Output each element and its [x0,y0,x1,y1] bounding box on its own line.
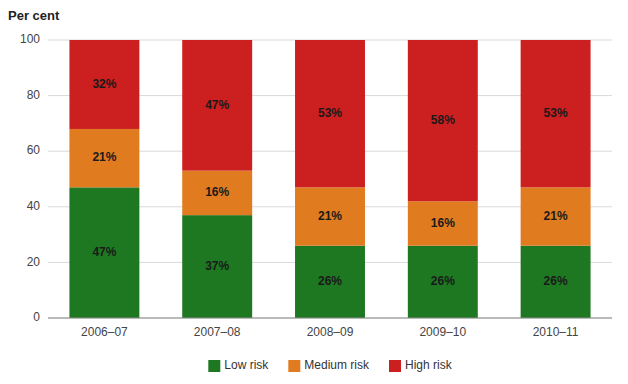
data-label: 26% [431,274,455,288]
y-tick-label: 80 [27,88,41,102]
data-label: 16% [431,216,455,230]
data-label: 47% [205,98,229,112]
bar-segment [521,246,591,318]
chart-svg: 0 20 40 60 80 100 Per cent 47% 37% 26% 26% 26% 21% 16… [0,0,628,384]
bars [69,40,590,318]
bar-segment [408,40,478,201]
y-tick-label: 0 [33,310,40,324]
legend-label: High risk [405,358,453,372]
bar-segment [69,187,139,318]
y-tick-label: 40 [27,199,41,213]
bar-segment [69,40,139,129]
bar-segment [182,171,252,215]
x-tick-label: 2007–08 [194,325,241,339]
data-label: 26% [544,274,568,288]
data-label: 21% [318,209,342,223]
data-label: 16% [205,185,229,199]
bar-segment [295,246,365,318]
legend-swatch [389,360,401,372]
data-label: 58% [431,113,455,127]
grid-line [48,318,612,319]
data-label: 47% [92,245,116,259]
legend-label: Low risk [224,358,269,372]
data-label: 53% [318,106,342,120]
data-label: 21% [92,150,116,164]
x-tick-label: 2006–07 [81,325,128,339]
y-tick-label: 100 [20,32,40,46]
bar-segment [182,40,252,171]
legend: Low risk Medium risk High risk [208,358,452,372]
bar-segment [408,201,478,245]
bar-segment [521,40,591,187]
data-label: 32% [92,77,116,91]
x-tick-label: 2008–09 [307,325,354,339]
legend-swatch [208,360,220,372]
y-tick-label: 20 [27,255,41,269]
legend-swatch [288,360,300,372]
chart-container: 0 20 40 60 80 100 Per cent 47% 37% 26% 26% 26% 21% 16… [0,0,628,384]
y-tick-label: 60 [27,143,41,157]
bar-segment [521,187,591,245]
data-label: 37% [205,259,229,273]
data-label: 26% [318,274,342,288]
data-label: 21% [544,209,568,223]
x-tick-label: 2010–11 [533,325,579,339]
bar-segment [408,246,478,318]
grid [48,40,612,318]
bar-segment [295,187,365,245]
x-tick-label: 2009–10 [419,325,466,339]
data-labels: 47% 37% 26% 26% 26% 21% 16% 21% 16% 21% 32% 47% 53% 5… [92,77,568,288]
bar-segment [295,40,365,187]
data-label: 53% [544,106,568,120]
legend-label: Medium risk [304,358,370,372]
x-axis-line [48,318,612,319]
y-axis-label: Per cent [8,8,60,23]
bar-segment [182,215,252,318]
bar-segment [69,129,139,187]
